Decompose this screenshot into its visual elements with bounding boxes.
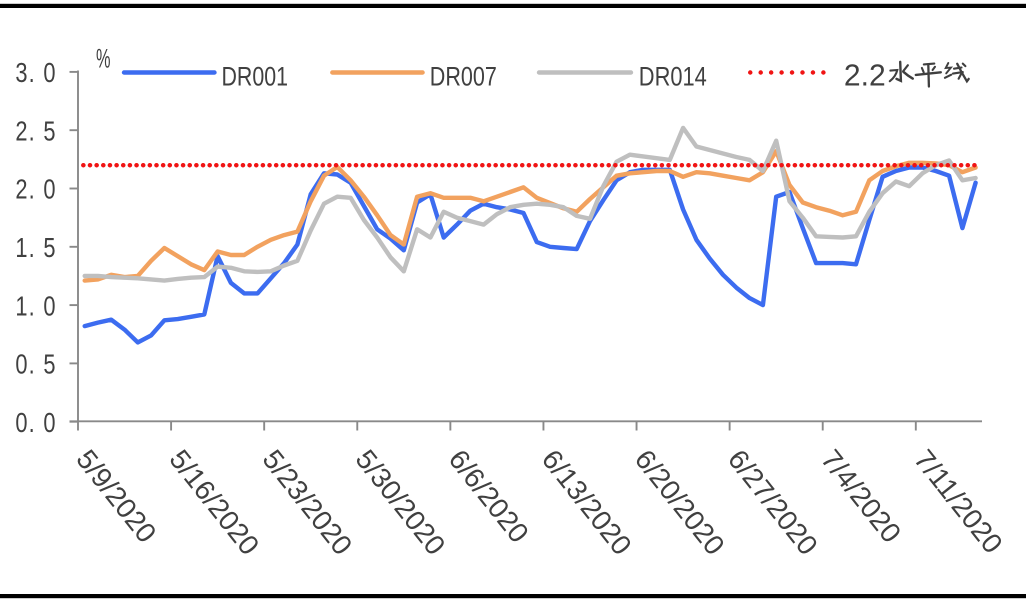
svg-text:1: 1 (15, 232, 27, 263)
svg-text:DR001: DR001 (222, 62, 289, 92)
svg-text:3: 3 (15, 58, 27, 89)
svg-text:0: 0 (43, 407, 55, 438)
svg-text:5: 5 (43, 116, 55, 147)
svg-text:.: . (29, 174, 35, 205)
svg-text:.: . (29, 349, 35, 380)
svg-text:.: . (29, 291, 35, 322)
svg-text:%: % (96, 44, 111, 74)
svg-text:2.2: 2.2 (844, 57, 886, 92)
svg-text:2: 2 (15, 174, 27, 205)
svg-text:5: 5 (43, 232, 55, 263)
svg-text:DR007: DR007 (430, 62, 497, 92)
svg-text:.: . (29, 116, 35, 147)
svg-text:0: 0 (43, 58, 55, 89)
svg-text:2: 2 (15, 116, 27, 147)
svg-text:0: 0 (43, 174, 55, 205)
svg-text:DR014: DR014 (639, 62, 707, 92)
svg-text:5: 5 (43, 349, 55, 380)
svg-text:1: 1 (15, 291, 27, 322)
svg-text:.: . (29, 58, 35, 89)
svg-text:0: 0 (43, 291, 55, 322)
svg-text:.: . (29, 232, 35, 263)
svg-text:.: . (29, 407, 35, 438)
svg-text:0: 0 (15, 407, 27, 438)
svg-text:0: 0 (15, 349, 27, 380)
